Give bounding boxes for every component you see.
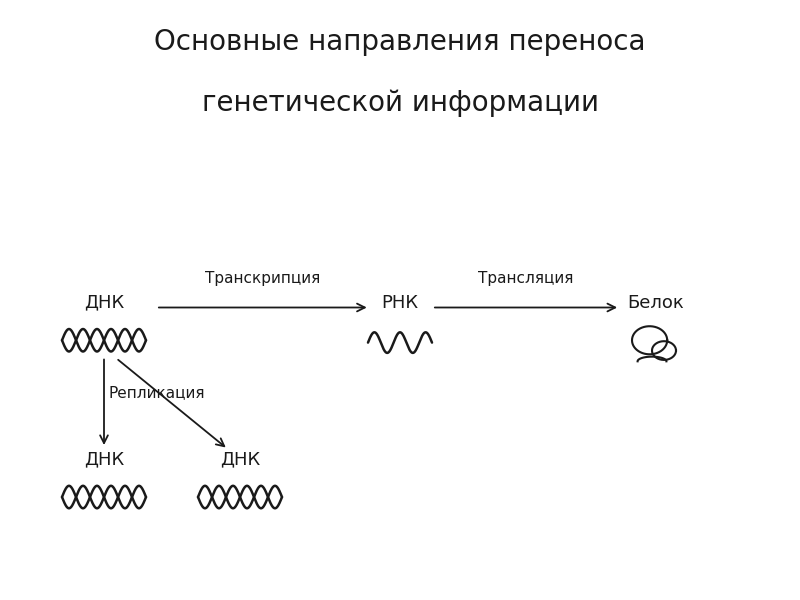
Text: Белок: Белок bbox=[628, 294, 684, 312]
Text: Трансляция: Трансляция bbox=[478, 271, 574, 286]
Text: ДНК: ДНК bbox=[84, 451, 124, 469]
Text: ДНК: ДНК bbox=[220, 451, 260, 469]
Text: Репликация: Репликация bbox=[108, 385, 205, 400]
Text: генетической информации: генетической информации bbox=[202, 89, 598, 117]
Text: ДНК: ДНК bbox=[84, 294, 124, 312]
Text: Транскрипция: Транскрипция bbox=[205, 271, 321, 286]
Text: Основные направления переноса: Основные направления переноса bbox=[154, 28, 646, 56]
Text: РНК: РНК bbox=[382, 294, 418, 312]
